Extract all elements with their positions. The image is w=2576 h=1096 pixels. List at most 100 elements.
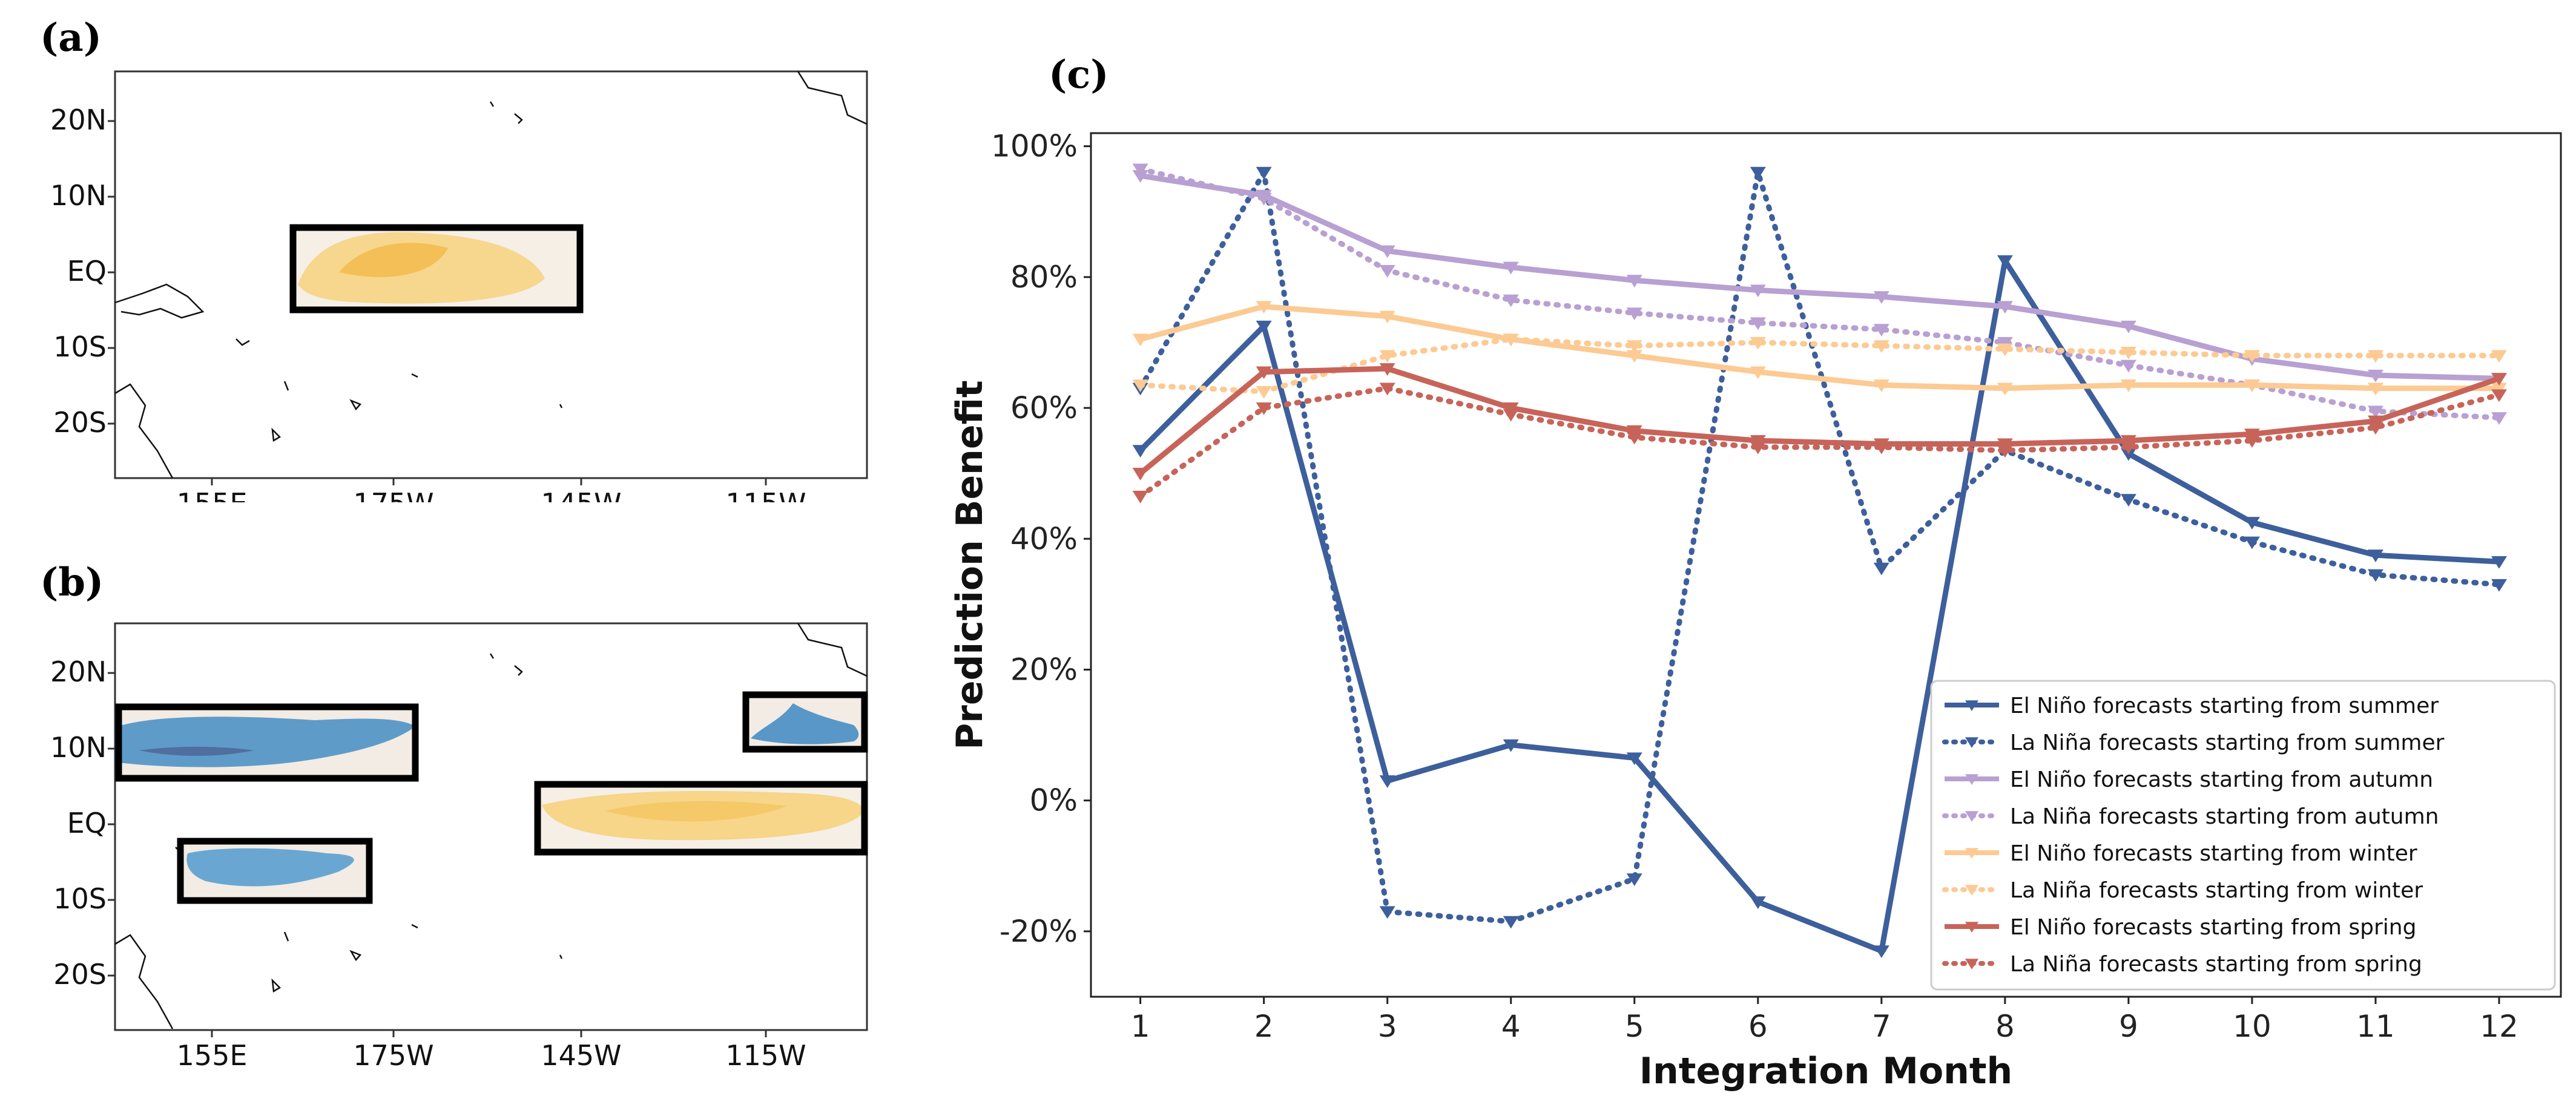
data-point-marker	[1379, 245, 1395, 258]
series-5	[1132, 301, 2507, 396]
legend-label: La Niña forecasts starting from autumn	[2010, 804, 2439, 829]
data-point-marker	[2120, 494, 2136, 507]
legend-label: La Niña forecasts starting from summer	[2010, 730, 2445, 755]
data-point-marker	[2120, 379, 2136, 392]
y-tick-label: 80%	[1010, 260, 1078, 295]
data-point-marker	[1132, 445, 1148, 458]
data-point-marker	[1626, 350, 1642, 363]
data-point-marker	[1256, 166, 1272, 180]
data-point-marker	[2120, 448, 2136, 461]
lat-label: 20S	[53, 958, 107, 991]
data-point-marker	[2367, 382, 2383, 396]
data-point-marker	[2491, 382, 2507, 396]
x-tick-label: 9	[2119, 1009, 2138, 1044]
data-point-marker	[1997, 438, 2013, 451]
coastlines	[114, 71, 868, 479]
data-point-marker	[1965, 737, 1978, 748]
series-3	[1132, 170, 2507, 386]
region-box-a1	[289, 224, 584, 313]
data-point-marker	[2120, 441, 2136, 454]
data-point-marker	[1256, 320, 1272, 333]
data-point-marker	[1750, 284, 1766, 298]
data-point-marker	[1132, 468, 1148, 481]
data-point-marker	[2367, 405, 2383, 419]
legend: El Niño forecasts starting from summer La…	[1930, 680, 2556, 991]
data-point-marker	[1997, 343, 2013, 356]
data-point-marker	[1750, 336, 1766, 350]
legend-label: La Niña forecasts starting from winter	[2010, 878, 2423, 903]
line-chart-panel-c: (c) -20%0%20%40%60%80%100% 1 2 3 4 5 6 7 8 9 10 11…	[950, 52, 2562, 1092]
data-point-marker	[2491, 373, 2507, 386]
x-tick-label: 4	[1501, 1009, 1521, 1044]
data-point-marker	[1750, 896, 1766, 909]
series-1	[1132, 255, 2507, 959]
data-point-marker	[1873, 291, 1889, 304]
x-axis: 1 2 3 4 5 6 7 8 9 10 11 12	[1131, 997, 2518, 1044]
lon-label: 175W	[353, 487, 433, 502]
data-point-marker	[1750, 366, 1766, 379]
data-point-marker	[2120, 320, 2136, 333]
x-tick-label: 11	[2356, 1009, 2395, 1044]
data-point-marker	[1626, 752, 1642, 766]
data-point-marker	[1626, 432, 1642, 445]
lon-label: 115W	[725, 1039, 806, 1072]
lat-label: 20N	[50, 103, 107, 136]
lat-ticks	[108, 672, 767, 1037]
data-point-marker	[1256, 386, 1272, 399]
lat-label: EQ	[67, 807, 107, 839]
lat-label: 10N	[50, 731, 107, 764]
data-point-marker	[1873, 562, 1889, 576]
data-point-marker	[1132, 170, 1148, 183]
data-point-marker	[1503, 916, 1519, 929]
data-point-marker	[2367, 415, 2383, 428]
data-point-marker	[2367, 422, 2383, 435]
lat-label: EQ	[67, 255, 107, 287]
data-point-marker	[1503, 333, 1519, 347]
data-point-marker	[2367, 550, 2383, 562]
data-point-marker	[1503, 402, 1519, 415]
x-tick-label: 2	[1254, 1009, 1274, 1044]
x-tick-label: 3	[1378, 1009, 1397, 1044]
panel-label-c: (c)	[1049, 52, 1109, 97]
data-point-marker	[1965, 811, 1978, 822]
y-tick-label: 0%	[1030, 783, 1078, 818]
map-panel-a: (a) 20N 10N EQ 10S 20S 155E 175W 145W 11…	[40, 15, 868, 502]
data-point-marker	[2491, 556, 2507, 569]
lon-label: 155E	[177, 1039, 248, 1072]
series-line	[1138, 386, 2502, 499]
data-point-marker	[1997, 336, 2013, 350]
map-panel-b: (b) 20N 10N EQ 10S 20S	[40, 560, 868, 1072]
series-group	[1132, 163, 2507, 959]
legend-label: La Niña forecasts starting from spring	[2010, 952, 2422, 977]
series-line	[1139, 303, 2499, 392]
data-point-marker	[1965, 885, 1978, 896]
data-point-marker	[1873, 441, 1889, 454]
legend-label: El Niño forecasts starting from winter	[2010, 841, 2417, 866]
series-line	[1139, 172, 2500, 381]
panel-label-b: (b)	[40, 560, 104, 605]
data-point-marker	[1997, 382, 2013, 396]
data-point-marker	[2491, 389, 2507, 402]
series-8	[1132, 382, 2507, 504]
data-point-marker	[1626, 275, 1642, 287]
data-point-marker	[2491, 412, 2507, 425]
y-tick-label: 40%	[1010, 521, 1078, 556]
legend-label: El Niño forecasts starting from autumn	[2010, 767, 2433, 792]
y-tick-label: 20%	[1010, 652, 1078, 687]
lat-ticks	[108, 120, 767, 485]
data-point-marker	[1379, 363, 1395, 376]
data-point-marker	[1997, 255, 2013, 268]
data-point-marker	[1503, 294, 1519, 307]
data-point-marker	[2120, 435, 2136, 448]
lat-label: 10N	[50, 179, 107, 212]
y-axis: -20% 0% 20% 40% 60% 80% 100%	[991, 129, 1091, 949]
x-tick-label: 7	[1872, 1009, 1891, 1044]
data-point-marker	[2244, 428, 2260, 441]
data-point-marker	[1379, 775, 1395, 788]
region-box-b3	[534, 781, 868, 856]
legend-box	[1930, 680, 2556, 991]
data-point-marker	[1379, 310, 1395, 324]
lon-label: 155E	[177, 487, 248, 502]
x-tick-label: 8	[1995, 1009, 2015, 1044]
data-point-marker	[1132, 379, 1148, 392]
